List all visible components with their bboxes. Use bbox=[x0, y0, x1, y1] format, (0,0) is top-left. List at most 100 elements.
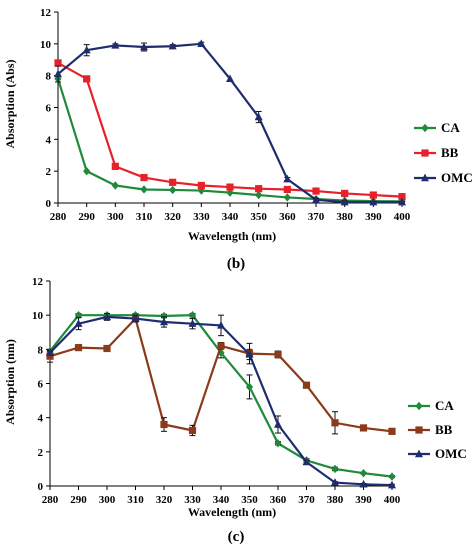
legend-bb-label: BB bbox=[441, 145, 459, 160]
series-omc-point bbox=[168, 41, 177, 50]
series-omc-point bbox=[388, 480, 396, 489]
x-tick-label: 300 bbox=[107, 211, 124, 223]
series-ca-point bbox=[331, 464, 339, 474]
series-ca-point bbox=[160, 311, 168, 321]
chart-c-xlabel: Wavelength (nm) bbox=[188, 505, 276, 519]
series-bb-point bbox=[226, 183, 234, 191]
series-omc-point bbox=[131, 314, 140, 322]
series-bb-point bbox=[359, 424, 368, 432]
series-omc-point bbox=[398, 197, 406, 206]
series-ca-point bbox=[245, 382, 254, 392]
y-tick-label: 2 bbox=[46, 166, 52, 178]
y-tick-label: 4 bbox=[38, 413, 44, 425]
series-ca-point bbox=[169, 185, 177, 195]
series-omc-point bbox=[226, 74, 234, 83]
x-tick-label: 400 bbox=[384, 494, 401, 506]
series-bb-point bbox=[111, 162, 119, 170]
x-tick-label: 320 bbox=[164, 211, 181, 223]
series-ca-point bbox=[111, 181, 119, 190]
series-omc-point bbox=[274, 420, 282, 428]
x-tick-label: 280 bbox=[42, 494, 59, 506]
x-tick-label: 340 bbox=[222, 211, 239, 223]
legend-ca-label: CA bbox=[435, 398, 454, 413]
series-omc-point bbox=[111, 41, 120, 49]
chart-c-ylabel: Absorption (nm) bbox=[3, 339, 17, 425]
x-tick-label: 390 bbox=[355, 494, 372, 506]
series-bb-point bbox=[103, 344, 111, 353]
chart-b-caption: (b) bbox=[227, 256, 245, 272]
series-omc-point bbox=[340, 197, 349, 206]
series-bb-point bbox=[255, 185, 263, 193]
series-ca-point bbox=[274, 439, 282, 448]
x-tick-label: 350 bbox=[241, 494, 258, 506]
series-omc bbox=[54, 39, 406, 206]
series-ca-point bbox=[388, 472, 396, 481]
x-tick-label: 310 bbox=[136, 211, 153, 223]
series-bb-point bbox=[46, 352, 54, 360]
series-omc-point bbox=[188, 319, 197, 327]
legend-bb-marker bbox=[415, 426, 423, 434]
x-tick-label: 300 bbox=[99, 494, 116, 506]
legend-omc: OMC bbox=[408, 446, 467, 461]
y-tick-label: 2 bbox=[38, 447, 44, 459]
series-ca-point bbox=[188, 310, 197, 320]
legend-bb: BB bbox=[414, 145, 459, 160]
series-omc-point bbox=[254, 112, 263, 121]
y-tick-label: 10 bbox=[32, 310, 44, 322]
series-ca-point bbox=[83, 166, 91, 176]
series-omc-point bbox=[283, 174, 292, 183]
legend-bb-marker bbox=[421, 149, 429, 157]
series-bb-point bbox=[302, 381, 311, 389]
series-ca-line bbox=[56, 78, 403, 203]
series-ca-point bbox=[359, 468, 368, 478]
x-tick-label: 370 bbox=[308, 211, 325, 223]
series-omc-point bbox=[369, 197, 378, 206]
y-tick-label: 0 bbox=[46, 198, 52, 210]
series-bb-line bbox=[57, 61, 403, 198]
chart-c: Absorption (nm) Wavelength (nm) (c) 0 2 4 6… bbox=[3, 276, 467, 545]
series-omc bbox=[46, 312, 396, 489]
y-tick-label: 12 bbox=[40, 7, 52, 19]
series-omc-point bbox=[197, 39, 206, 48]
series-bb-point bbox=[140, 173, 148, 182]
x-tick-label: 280 bbox=[50, 211, 67, 223]
series-bb-point bbox=[283, 185, 291, 194]
y-tick-label: 8 bbox=[46, 71, 52, 83]
series-bb-point bbox=[398, 193, 406, 201]
series-ca-line bbox=[49, 314, 393, 478]
x-tick-label: 380 bbox=[336, 211, 353, 223]
x-tick-label: 350 bbox=[250, 211, 267, 223]
series-bb-point bbox=[83, 75, 91, 83]
series-omc-point bbox=[103, 312, 111, 321]
series-bb-point bbox=[312, 187, 320, 195]
x-tick-label: 330 bbox=[184, 494, 201, 506]
series-omc-point bbox=[82, 45, 91, 54]
legend-omc-marker bbox=[415, 449, 423, 458]
series-bb-point bbox=[274, 350, 282, 359]
series-bb-point bbox=[369, 191, 377, 199]
x-tick-label: 370 bbox=[298, 494, 315, 506]
x-tick-label: 320 bbox=[156, 494, 173, 506]
series-bb-point bbox=[341, 189, 349, 198]
x-tick-label: 340 bbox=[213, 494, 230, 506]
series-omc-point bbox=[245, 350, 254, 358]
legend-ca-marker bbox=[421, 123, 429, 133]
y-tick-label: 0 bbox=[38, 481, 44, 493]
x-tick-label: 310 bbox=[127, 494, 144, 506]
series-bb-point bbox=[197, 181, 205, 190]
legend-bb: BB bbox=[408, 422, 453, 437]
legend-ca: CA bbox=[414, 120, 460, 135]
legend-ca: CA bbox=[408, 398, 454, 413]
series-omc-point bbox=[74, 319, 83, 327]
x-tick-label: 380 bbox=[327, 494, 344, 506]
series-bb-point bbox=[54, 59, 62, 67]
series-ca-point bbox=[140, 185, 148, 194]
series-bb-point bbox=[169, 178, 177, 186]
x-tick-label: 330 bbox=[193, 211, 210, 223]
x-tick-label: 390 bbox=[365, 211, 382, 223]
x-tick-label: 360 bbox=[279, 211, 296, 223]
series-bb bbox=[54, 59, 406, 201]
series-omc-line bbox=[57, 42, 402, 204]
legend-omc: OMC bbox=[414, 170, 473, 185]
